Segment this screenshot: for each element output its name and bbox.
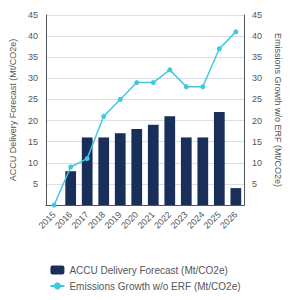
svg-text:2019: 2019 <box>103 209 124 230</box>
svg-text:2022: 2022 <box>152 209 173 230</box>
svg-text:2017: 2017 <box>70 209 91 230</box>
svg-text:2018: 2018 <box>86 209 107 230</box>
svg-text:35: 35 <box>252 52 262 62</box>
svg-text:10: 10 <box>28 158 38 168</box>
svg-text:20: 20 <box>252 116 262 126</box>
svg-text:15: 15 <box>252 137 262 147</box>
svg-text:40: 40 <box>28 31 38 41</box>
svg-text:5: 5 <box>252 179 257 189</box>
svg-text:25: 25 <box>252 94 262 104</box>
svg-text:Emissions Growth w/o ERF (Mt/C: Emissions Growth w/o ERF (Mt/CO2e) <box>273 33 283 187</box>
svg-text:35: 35 <box>28 52 38 62</box>
svg-text:20: 20 <box>28 116 38 126</box>
svg-text:ACCU Delivery Forecast (Mt/CO2: ACCU Delivery Forecast (Mt/CO2e) <box>69 265 227 276</box>
svg-text:2016: 2016 <box>53 209 74 230</box>
svg-text:40: 40 <box>252 31 262 41</box>
svg-text:Emissions Growth w/o ERF (Mt/C: Emissions Growth w/o ERF (Mt/CO2e) <box>69 281 240 292</box>
svg-text:45: 45 <box>28 10 38 20</box>
svg-text:45: 45 <box>252 10 262 20</box>
svg-text:5: 5 <box>33 179 38 189</box>
svg-text:2026: 2026 <box>218 209 239 230</box>
svg-text:2025: 2025 <box>202 209 223 230</box>
svg-text:2015: 2015 <box>36 209 57 230</box>
svg-text:2023: 2023 <box>169 209 190 230</box>
svg-text:25: 25 <box>28 94 38 104</box>
svg-text:2020: 2020 <box>119 209 140 230</box>
svg-text:30: 30 <box>252 73 262 83</box>
svg-text:10: 10 <box>252 158 262 168</box>
svg-text:2021: 2021 <box>136 209 157 230</box>
svg-text:2024: 2024 <box>185 209 206 230</box>
svg-text:30: 30 <box>28 73 38 83</box>
svg-text:15: 15 <box>28 137 38 147</box>
svg-text:ACCU Delivery Forecast (Mt/CO2: ACCU Delivery Forecast (Mt/CO2e) <box>8 39 18 182</box>
